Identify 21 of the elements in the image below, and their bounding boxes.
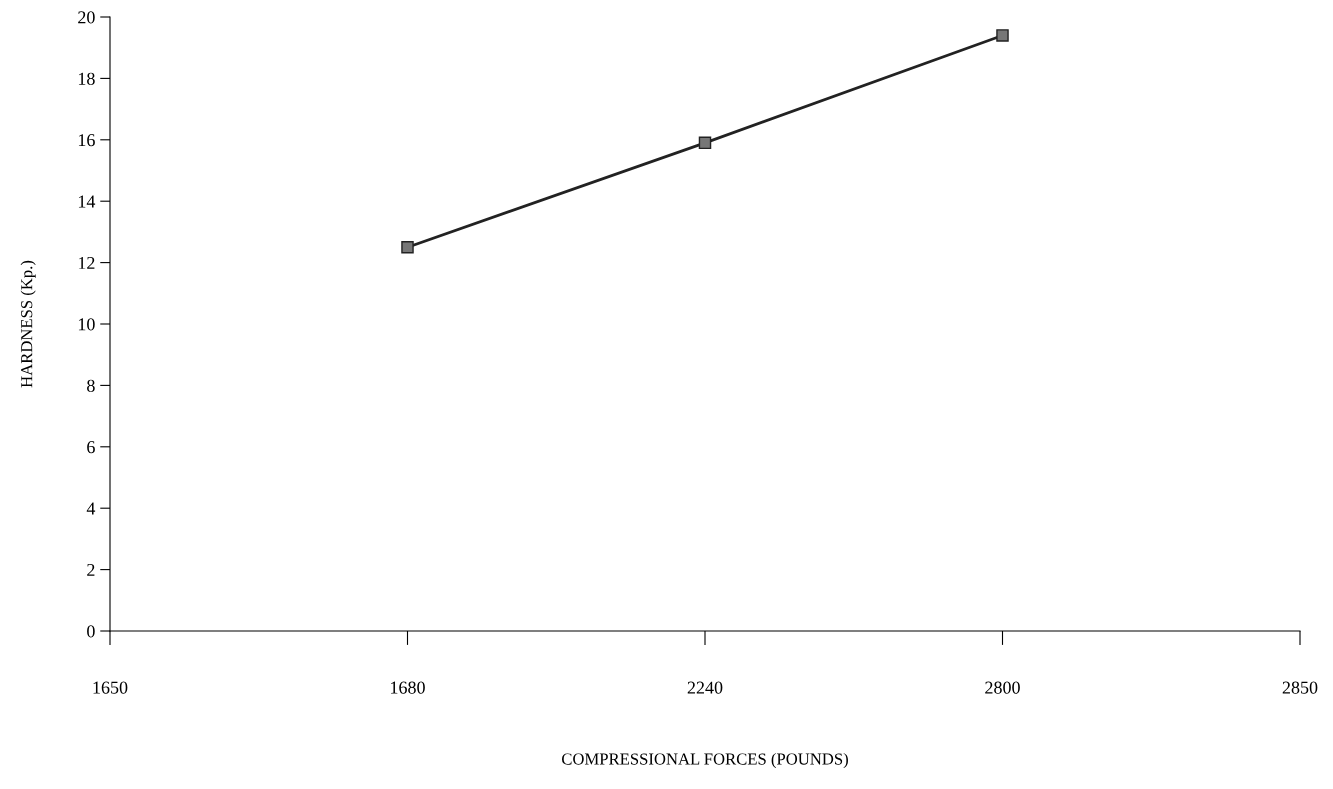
x-axis-title: COMPRESSIONAL FORCES (POUNDS)	[561, 752, 848, 769]
x-tick-label: 2800	[985, 681, 1020, 694]
x-tick-label: 2850	[1282, 681, 1318, 694]
point	[698, 136, 712, 150]
point	[996, 29, 1009, 42]
y-tick-label: 2	[87, 563, 95, 576]
y-tick-label: 6	[87, 441, 95, 454]
y-tick-label: 8	[87, 379, 95, 392]
y-tick-label: 10	[78, 318, 95, 331]
point	[401, 240, 414, 254]
y-tick-label: 16	[78, 134, 95, 147]
x-tick-label: 1650	[93, 681, 128, 694]
y-tick-label: 20	[78, 11, 95, 24]
x-tick-label: 2240	[687, 681, 723, 694]
y-tick-label: 12	[78, 256, 95, 269]
y-tick-label: 0	[87, 625, 95, 638]
y-axis-title: HARDNESS (Kp.)	[20, 260, 36, 388]
x-tick-label: 1680	[391, 681, 425, 694]
y-tick-label: 14	[78, 195, 96, 208]
y-tick-label: 18	[78, 72, 95, 85]
y-tick-label: 4	[86, 502, 96, 515]
